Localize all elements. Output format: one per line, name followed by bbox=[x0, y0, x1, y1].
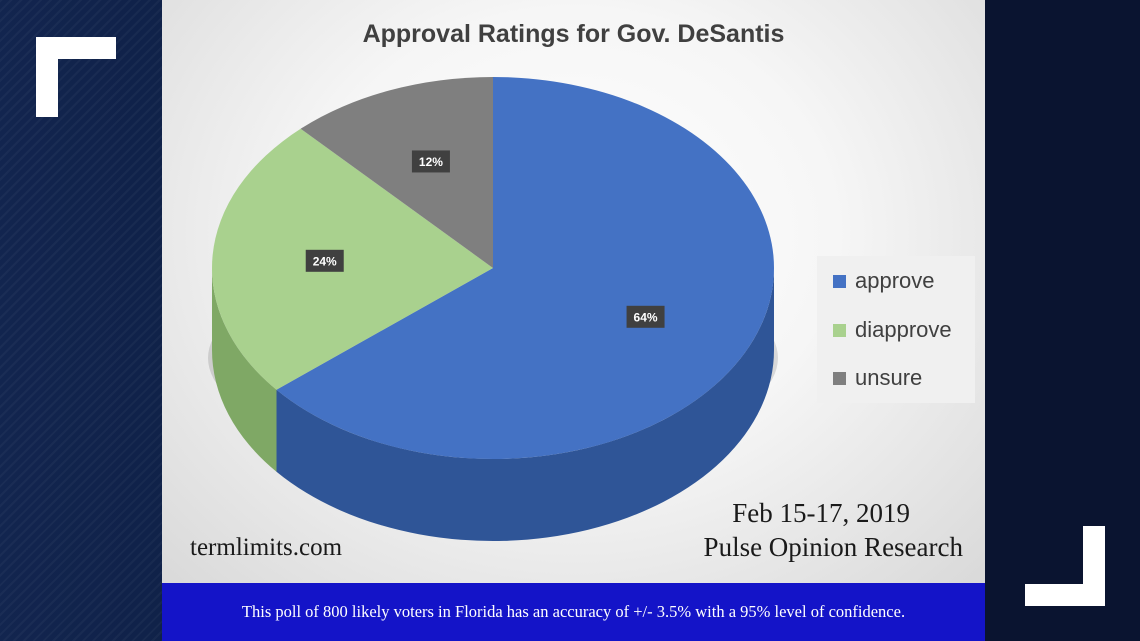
chart-title: Approval Ratings for Gov. DeSantis bbox=[362, 20, 785, 48]
legend-label-diapprove: diapprove bbox=[855, 317, 952, 342]
legend-item-diapprove: diapprove bbox=[833, 315, 952, 345]
pie-slice-approve bbox=[276, 77, 774, 459]
pie-chart: 64% 24% 12% bbox=[208, 77, 778, 541]
chart-panel: Approval Ratings for Gov. DeSantis 64% 24… bbox=[162, 0, 985, 583]
legend-swatch-approve bbox=[833, 274, 846, 288]
svg-text:64%: 64% bbox=[634, 310, 658, 324]
source-text: termlimits.com bbox=[190, 534, 343, 561]
chart-legend: approve diapprove unsure bbox=[817, 256, 975, 403]
legend-item-unsure: unsure bbox=[833, 363, 922, 393]
pie-slice-diapprove bbox=[211, 128, 493, 390]
pie-side-approve bbox=[276, 268, 774, 541]
footer-note: This poll of 800 likely voters in Florid… bbox=[241, 602, 906, 621]
pie-side-diapprove bbox=[212, 268, 277, 472]
background-right-band bbox=[985, 0, 1140, 641]
svg-text:12%: 12% bbox=[419, 155, 443, 169]
corner-bracket-top-left bbox=[36, 37, 116, 117]
legend-label-approve: approve bbox=[855, 268, 935, 293]
data-label-diapprove: 24% bbox=[305, 249, 344, 272]
pie-slice-unsure bbox=[300, 77, 493, 268]
data-label-approve: 64% bbox=[626, 305, 665, 328]
legend-swatch-unsure bbox=[833, 371, 846, 385]
legend-label-unsure: unsure bbox=[855, 365, 923, 390]
footer-banner: This poll of 800 likely voters in Florid… bbox=[162, 583, 985, 641]
data-label-unsure: 12% bbox=[411, 150, 450, 173]
legend-swatch-diapprove bbox=[833, 323, 846, 337]
corner-bracket-bottom-right bbox=[1025, 526, 1105, 606]
svg-text:24%: 24% bbox=[313, 254, 337, 268]
legend-item-approve: approve bbox=[833, 266, 935, 296]
pollster-name: Pulse Opinion Research bbox=[703, 532, 963, 562]
poll-date: Feb 15-17, 2019 bbox=[732, 498, 910, 528]
